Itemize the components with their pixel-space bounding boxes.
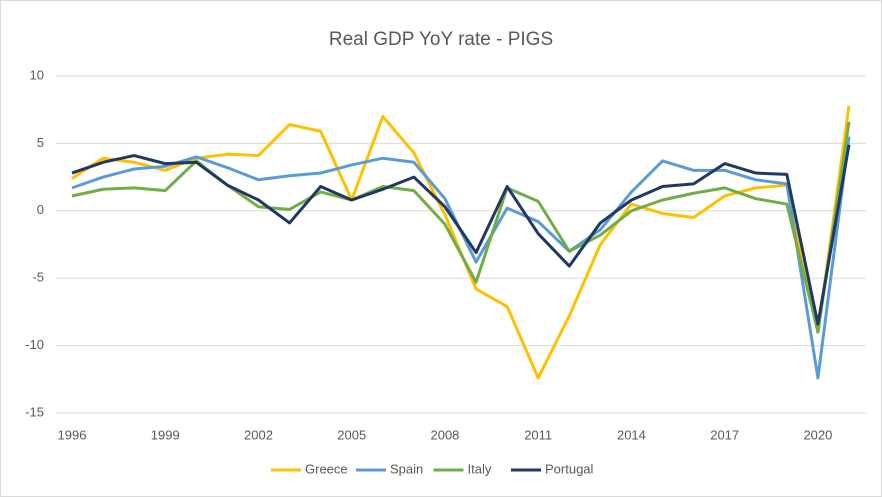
x-tick-label: 2017	[710, 427, 739, 442]
legend-label: Italy	[468, 461, 492, 476]
x-tick-label: 2020	[803, 427, 832, 442]
x-tick-label: 2002	[244, 427, 273, 442]
y-tick-label: 10	[30, 67, 44, 82]
y-tick-label: -5	[32, 270, 44, 285]
legend-label: Spain	[390, 461, 423, 476]
x-tick-label: 2014	[617, 427, 646, 442]
legend-label: Portugal	[545, 461, 594, 476]
series-line	[71, 144, 851, 326]
y-tick-label: 5	[37, 135, 44, 150]
x-tick-label: 1996	[58, 427, 87, 442]
x-tick-label: 2008	[430, 427, 459, 442]
y-tick-label: -10	[25, 337, 44, 352]
x-tick-label: 2011	[524, 427, 552, 442]
chart-title: Real GDP YoY rate - PIGS	[329, 29, 553, 50]
legend-label: Greece	[305, 461, 348, 476]
x-tick-label: 1999	[151, 427, 180, 442]
y-tick-label: -15	[25, 404, 44, 419]
x-tick-label: 2005	[337, 427, 366, 442]
y-tick-label: 0	[37, 202, 44, 217]
